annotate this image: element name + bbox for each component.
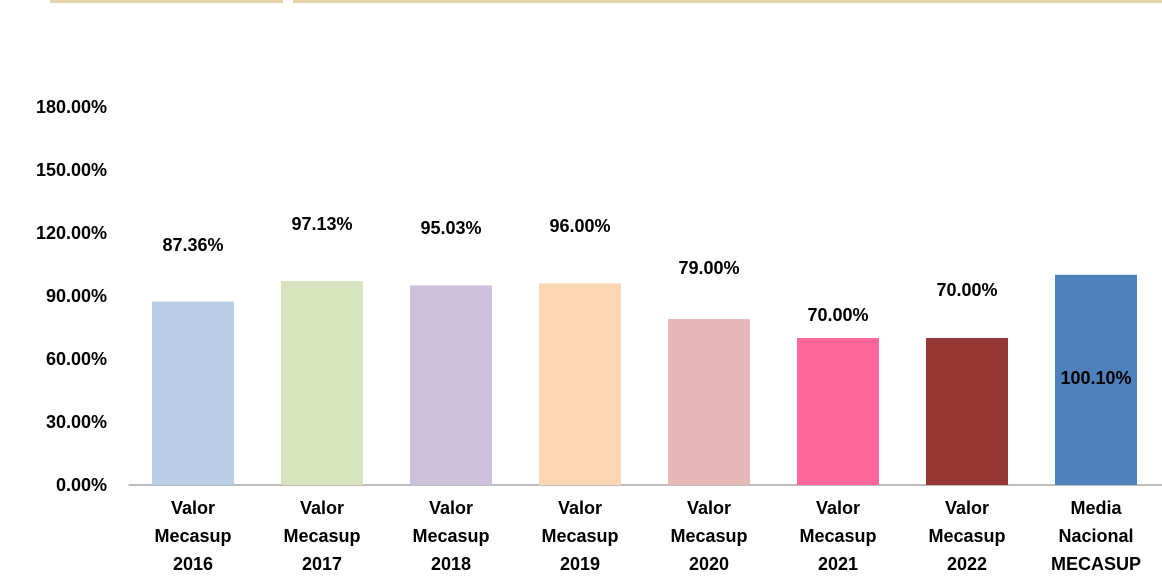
bar <box>281 281 363 485</box>
y-tick-label: 180.00% <box>35 97 107 117</box>
top-strip <box>293 0 1162 3</box>
x-tick-label: Valor Mecasup 2018 <box>412 498 490 574</box>
x-tick-label: Valor Mecasup 2022 <box>928 498 1006 574</box>
x-tick-label: Valor Mecasup 2020 <box>670 498 748 574</box>
y-tick-label: 90.00% <box>45 286 107 306</box>
bar <box>152 301 234 485</box>
value-label: 70.00% <box>936 280 998 300</box>
value-label: 87.36% <box>162 234 224 255</box>
value-label: 70.00% <box>807 305 869 325</box>
x-tick-label: Valor Mecasup 2016 <box>154 498 232 574</box>
y-tick-label: 0.00% <box>55 475 107 495</box>
y-tick-label: 30.00% <box>45 412 107 432</box>
bar <box>668 319 750 485</box>
bar <box>410 285 492 485</box>
bar <box>797 338 879 485</box>
top-strip <box>50 0 283 3</box>
value-label: 95.03% <box>420 218 482 239</box>
bar <box>926 338 1008 485</box>
value-label: 100.10% <box>1060 367 1132 388</box>
value-label: 97.13% <box>291 214 353 235</box>
bar <box>539 283 621 485</box>
y-tick-label: 150.00% <box>35 160 107 180</box>
x-tick-label: Valor Mecasup 2017 <box>283 498 361 574</box>
y-tick-label: 60.00% <box>45 349 107 369</box>
value-label: 96.00% <box>549 216 611 237</box>
value-label: 79.00% <box>678 258 740 279</box>
x-tick-label: Media Nacional MECASUP <box>1050 498 1141 574</box>
bar <box>1055 274 1137 485</box>
y-tick-label: 120.00% <box>35 223 107 243</box>
x-tick-label: Valor Mecasup 2021 <box>799 498 877 574</box>
x-tick-label: Valor Mecasup 2019 <box>541 498 619 574</box>
